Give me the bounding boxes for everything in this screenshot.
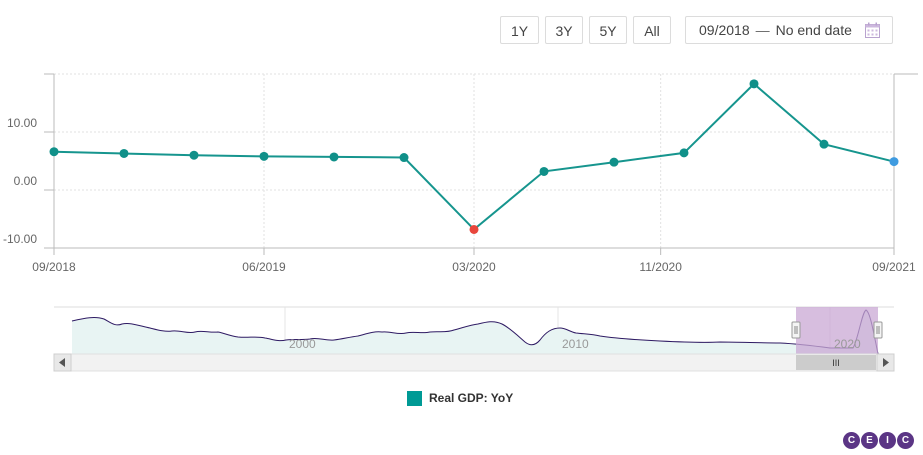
range-1y-button[interactable]: 1Y [500, 16, 539, 44]
data-point[interactable] [539, 166, 549, 176]
x-tick-label: 09/2018 [32, 260, 76, 274]
range-all-button[interactable]: All [633, 16, 671, 44]
x-axis: 09/2018 06/2019 03/2020 11/2020 09/2021 [32, 248, 916, 274]
y-tick-label: -10.00 [3, 232, 37, 246]
navigator-tick-2020: 2020 [834, 337, 861, 351]
y-tick-label: 10.00 [7, 116, 37, 130]
data-point[interactable] [329, 152, 339, 162]
navigator-handle-right[interactable] [873, 321, 883, 339]
data-point[interactable] [889, 157, 899, 167]
navigator-area [72, 310, 878, 354]
data-point[interactable] [259, 151, 269, 161]
data-point[interactable] [609, 157, 619, 167]
logo-letter: C [843, 432, 860, 449]
data-point[interactable] [469, 224, 479, 234]
navigator-handle-left[interactable] [791, 321, 801, 339]
data-point[interactable] [189, 150, 199, 160]
x-tick-label: 11/2020 [639, 260, 682, 274]
y-axis: -10.00 0.00 10.00 [3, 73, 54, 249]
x-tick-label: 03/2020 [452, 260, 496, 274]
logo-letter: E [861, 432, 878, 449]
y-tick-label: 0.00 [14, 174, 38, 188]
data-point[interactable] [679, 148, 689, 158]
x-tick-label: 06/2019 [242, 260, 286, 274]
navigator-line [71, 309, 879, 355]
date-range-start: 09/2018 [699, 22, 750, 38]
scrollbar-thumb[interactable] [796, 355, 876, 370]
navigator-scrollbar[interactable]: III [53, 353, 895, 372]
date-range-picker[interactable]: 09/2018 — No end date [685, 16, 893, 44]
data-point[interactable] [119, 148, 129, 158]
series-markers [49, 79, 899, 234]
logo-letter: I [879, 432, 896, 449]
main-chart: -10.00 0.00 10.00 09/2018 06/2019 03/2020 11/… [3, 73, 918, 274]
navigator[interactable]: 2000 2010 2020 III [0, 300, 923, 380]
legend-label: Real GDP: YoY [429, 391, 514, 405]
x-tick-label: 09/2021 [872, 260, 916, 274]
navigator-tick-2010: 2010 [562, 337, 589, 351]
scroll-left-arrow-icon[interactable] [59, 358, 65, 367]
data-point[interactable] [49, 147, 59, 157]
legend[interactable]: Real GDP: YoY [407, 389, 513, 407]
plot-frame [53, 73, 918, 249]
date-range-separator: — [755, 22, 770, 38]
scrollbar-grip: III [832, 358, 840, 368]
legend-swatch [407, 390, 422, 406]
calendar-icon[interactable] [865, 22, 880, 38]
grid-lines [54, 73, 894, 249]
logo-letter: C [897, 432, 914, 449]
scroll-right-arrow-icon[interactable] [883, 358, 889, 367]
data-point[interactable] [819, 139, 829, 149]
range-5y-button[interactable]: 5Y [589, 16, 627, 44]
data-point[interactable] [399, 153, 409, 163]
ceic-logo: C E I C [842, 432, 914, 449]
date-range-end: No end date [775, 22, 852, 38]
data-point[interactable] [749, 79, 759, 89]
navigator-tick-2000: 2000 [289, 337, 316, 351]
navigator-selection[interactable] [796, 307, 878, 354]
range-3y-button[interactable]: 3Y [545, 16, 583, 44]
